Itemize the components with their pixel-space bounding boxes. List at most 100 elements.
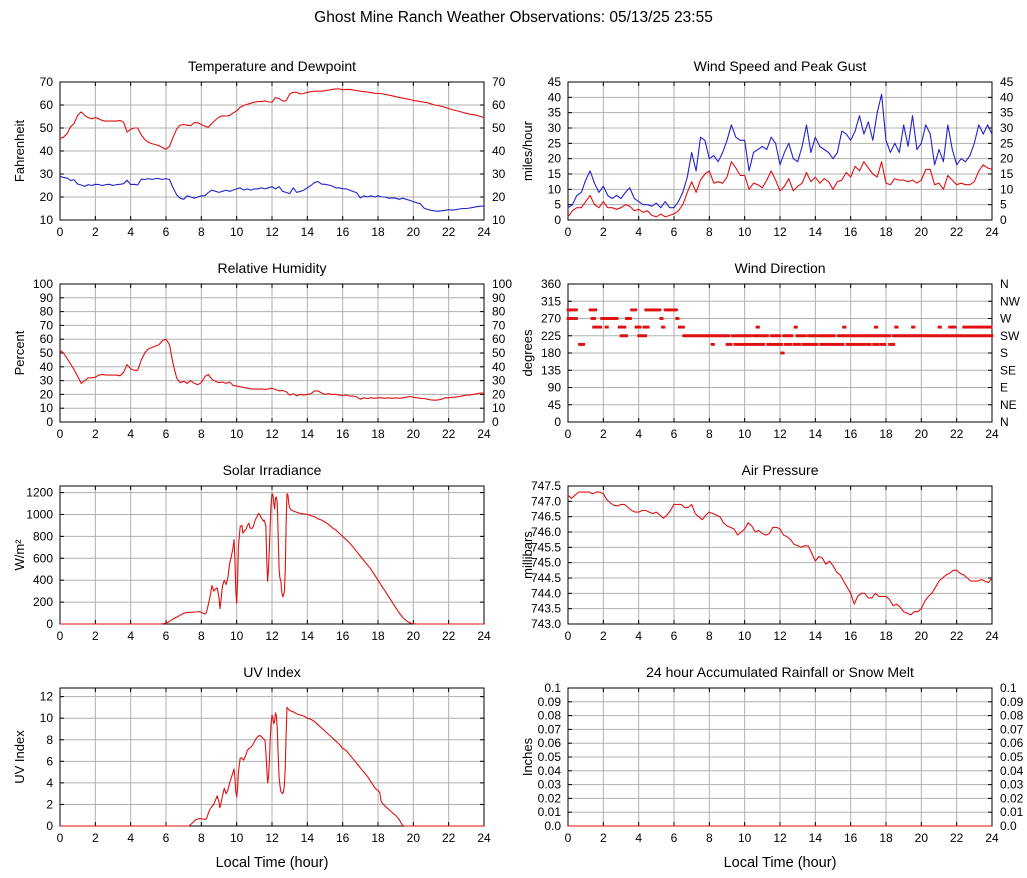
y-tick-label: 90 <box>40 291 54 305</box>
right-tick-label: 30 <box>492 167 506 181</box>
y-tick-label: 50 <box>40 346 54 360</box>
x-tick-label: 18 <box>371 225 385 239</box>
right-tick-label: 20 <box>492 190 506 204</box>
x-tick-label: 10 <box>738 831 752 845</box>
series-dewpoint <box>59 175 484 212</box>
x-axis-label: Local Time (hour) <box>724 855 837 871</box>
y-tick-label: 25 <box>548 136 562 150</box>
y-tick-label: 30 <box>40 167 54 181</box>
right-tick-label: S <box>1000 346 1008 360</box>
chart-title: Wind Speed and Peak Gust <box>694 58 867 74</box>
x-tick-label: 22 <box>442 225 456 239</box>
x-tick-label: 14 <box>809 427 823 441</box>
y-tick-label: 50 <box>40 121 54 135</box>
chart-air-pressure: 0 2 4 6 8 10 12 14 16 18 20 22 24 743.0 743.5 744.0 744.… <box>514 460 1024 648</box>
y-tick-label: 135 <box>541 363 561 377</box>
x-tick-label: 4 <box>127 629 134 643</box>
x-tick-label: 18 <box>879 427 893 441</box>
y-tick-label: 743.0 <box>531 617 561 631</box>
y-tick-label: 360 <box>541 277 561 291</box>
right-tick-label: 40 <box>492 360 506 374</box>
x-tick-label: 2 <box>600 225 607 239</box>
y-tick-label: 600 <box>33 551 53 565</box>
x-tick-label: 0 <box>565 629 572 643</box>
y-tick-label: 1200 <box>26 486 53 500</box>
x-tick-label: 20 <box>407 225 421 239</box>
y-tick-label: 180 <box>541 346 561 360</box>
right-tick-label: 0.06 <box>1000 736 1024 750</box>
y-tick-label: 45 <box>548 75 562 89</box>
y-tick-label: 0 <box>554 415 561 429</box>
right-tick-label: 90 <box>492 291 506 305</box>
x-tick-label: 14 <box>301 831 315 845</box>
x-tick-label: 14 <box>809 831 823 845</box>
right-tick-label: 15 <box>1000 167 1014 181</box>
y-tick-label: 0 <box>46 819 53 833</box>
x-tick-label: 0 <box>57 225 64 239</box>
y-tick-label: 200 <box>33 595 53 609</box>
x-tick-label: 6 <box>671 831 678 845</box>
y-axis-label: millibars <box>520 531 535 579</box>
chart-wind-speed-gust: 0 2 4 6 8 10 12 14 16 18 20 22 24 0 5 10 15 20 25 30 35 40 45 0… <box>514 56 1024 244</box>
y-tick-label: 744.0 <box>531 586 561 600</box>
x-tick-label: 18 <box>879 225 893 239</box>
y-tick-label: 100 <box>33 277 53 291</box>
y-tick-label: 745.5 <box>531 540 561 554</box>
right-tick-label: SE <box>1000 363 1016 377</box>
x-tick-label: 8 <box>198 427 205 441</box>
x-tick-label: 12 <box>773 629 787 643</box>
x-tick-label: 0 <box>565 831 572 845</box>
right-tick-label: 30 <box>1000 121 1014 135</box>
x-tick-label: 16 <box>336 831 350 845</box>
chart-relative-humidity: 0 2 4 6 8 10 12 14 16 18 20 22 24 0 10 20 30 40 50 60 70 80 90… <box>6 258 516 446</box>
y-tick-label: 0.07 <box>538 722 562 736</box>
chart-title: Temperature and Dewpoint <box>188 58 356 74</box>
y-tick-label: 30 <box>40 374 54 388</box>
right-tick-label: 0.0 <box>1000 819 1017 833</box>
x-tick-label: 2 <box>92 427 99 441</box>
y-tick-label: 10 <box>40 401 54 415</box>
x-tick-label: 16 <box>844 629 858 643</box>
right-tick-label: 0.03 <box>1000 778 1024 792</box>
x-tick-label: 12 <box>773 831 787 845</box>
chart-wind-direction: 0 2 4 6 8 10 12 14 16 18 20 22 24 0 45 90 135 180 225 270 31… <box>514 258 1024 446</box>
x-tick-label: 22 <box>950 427 964 441</box>
x-tick-label: 10 <box>738 225 752 239</box>
y-tick-label: 35 <box>548 106 562 120</box>
x-tick-label: 22 <box>442 427 456 441</box>
x-tick-label: 24 <box>985 427 999 441</box>
y-tick-label: 20 <box>548 152 562 166</box>
right-tick-label: N <box>1000 277 1009 291</box>
chart-uv-index: 0 2 4 6 8 10 12 14 16 18 20 22 24 0 2 4 6 8 10 12 UV Index UV… <box>6 662 516 874</box>
y-tick-label: 8 <box>46 733 53 747</box>
x-tick-label: 4 <box>127 831 134 845</box>
series-peak-gust <box>567 93 993 209</box>
y-tick-label: 2 <box>46 797 53 811</box>
x-tick-label: 2 <box>600 629 607 643</box>
y-axis-label: UV Index <box>12 730 27 784</box>
x-tick-label: 8 <box>706 831 713 845</box>
x-tick-label: 10 <box>230 225 244 239</box>
right-tick-label: 5 <box>1000 198 1007 212</box>
x-tick-label: 20 <box>407 831 421 845</box>
x-tick-label: 24 <box>985 831 999 845</box>
right-tick-label: 100 <box>492 277 512 291</box>
y-tick-label: 0.0 <box>544 819 561 833</box>
x-tick-label: 24 <box>477 225 491 239</box>
chart-svg-rain: 0 2 4 6 8 10 12 14 16 18 20 22 240.00.010.020.030.04… <box>520 664 1024 871</box>
x-tick-label: 12 <box>265 831 279 845</box>
x-tick-label: 14 <box>301 629 315 643</box>
x-tick-label: 16 <box>844 831 858 845</box>
x-tick-label: 10 <box>230 831 244 845</box>
x-tick-label: 12 <box>773 225 787 239</box>
x-tick-label: 8 <box>706 629 713 643</box>
y-tick-label: 0.04 <box>538 764 562 778</box>
y-tick-label: 743.5 <box>531 602 561 616</box>
right-tick-label: 70 <box>492 318 506 332</box>
right-tick-label: 50 <box>492 346 506 360</box>
x-tick-label: 0 <box>565 225 572 239</box>
right-tick-label: NW <box>1000 294 1021 308</box>
series-uv-index <box>60 706 484 827</box>
x-tick-label: 22 <box>442 629 456 643</box>
